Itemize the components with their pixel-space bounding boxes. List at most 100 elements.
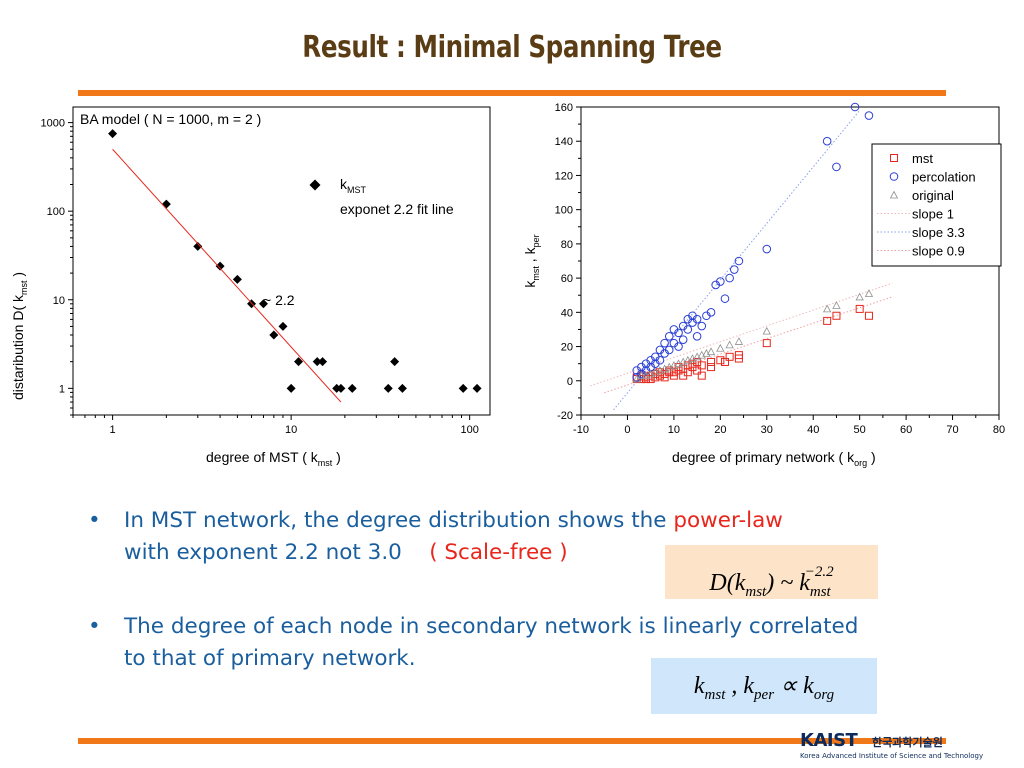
y-tick-label: 140 [555, 136, 573, 148]
data-point [232, 274, 242, 284]
legend-label-fit: exponet 2.2 fit line [340, 201, 454, 217]
data-point-percolation [674, 328, 683, 338]
bullet-item-power-law: • In MST network, the degree distributio… [88, 505, 928, 569]
y-axis-label: kmst , kper [522, 234, 541, 287]
legend-label-original: original [912, 188, 954, 203]
data-point-mst [697, 371, 706, 380]
legend-marker-kmst [309, 179, 321, 191]
data-point-original [855, 292, 864, 301]
bullet-text: The degree of each node in secondary net… [124, 614, 859, 671]
data-point-original [762, 326, 771, 335]
data-point-percolation [729, 265, 739, 274]
data-point-original [832, 301, 841, 309]
legend-label-slope-3-3: slope 3.3 [912, 225, 965, 240]
slide-title: Result : Minimal Spanning Tree [302, 30, 722, 65]
y-tick-label: 120 [555, 170, 573, 182]
power-law-formula: D(kmst) ~ kmst−2.2 [665, 545, 878, 600]
data-point-percolation [706, 308, 716, 317]
data-point [215, 261, 225, 271]
data-point [390, 357, 400, 367]
data-point-percolation [664, 331, 674, 341]
logo-english-name: Korea Advanced Institute of Science and … [800, 752, 984, 760]
data-point-mst [832, 311, 841, 320]
x-tick-label: 0 [624, 424, 630, 436]
data-point [312, 357, 322, 367]
y-tick-label: 60 [561, 273, 573, 285]
data-point-mst [823, 316, 832, 325]
data-point [383, 383, 393, 393]
data-point-percolation [734, 256, 744, 266]
x-tick-label: 40 [807, 424, 819, 436]
data-point-mst [693, 366, 702, 375]
series-line-slope-1 [590, 282, 893, 387]
data-point [161, 199, 171, 209]
legend-label-percolation: percolation [912, 170, 976, 185]
data-point [258, 299, 268, 309]
data-point [278, 321, 288, 331]
fit-line [112, 148, 342, 403]
x-axis-label: degree of MST ( kmst ) [206, 449, 341, 468]
data-point-original [706, 347, 716, 356]
data-point-percolation [674, 342, 683, 351]
data-point-mst [674, 363, 683, 372]
y-tick-label: 40 [561, 307, 573, 319]
top-divider [78, 90, 946, 96]
x-tick-label: -10 [573, 424, 589, 436]
data-point-mst [864, 311, 873, 320]
data-point-mst [688, 359, 697, 368]
secondary-vs-primary-degree-chart: -10 0 10 20 30 40 50 60 70 80 -20 0 20 40 60 80 100 120 14… [522, 102, 1005, 468]
data-point-percolation [678, 335, 688, 345]
kaist-logo: KAIST 한국과학기술원 Korea Advanced Institute o… [800, 728, 1000, 764]
bullet-item-linear-correlation: • The degree of each node in secondary n… [88, 611, 928, 675]
data-point-original [716, 343, 725, 352]
data-point-mst [665, 366, 674, 375]
data-point-mst [683, 361, 692, 370]
data-point-percolation [697, 321, 707, 331]
legend-label-mst: mst [912, 151, 933, 166]
data-point-original [637, 371, 646, 380]
data-point [193, 241, 203, 251]
legend-label-kmst: kMST [340, 176, 367, 195]
x-tick-label: 80 [993, 424, 1005, 436]
x-axis-label: degree of primary network ( korg ) [672, 449, 876, 468]
data-point-original [725, 340, 734, 349]
data-point [336, 383, 346, 393]
x-tick-label: 10 [668, 424, 680, 436]
x-tick-label: 1 [110, 424, 116, 436]
legend-marker-mst [890, 154, 898, 162]
y-tick-label: 80 [561, 239, 573, 251]
x-tick-label: 70 [946, 424, 958, 436]
data-point-mst [646, 371, 655, 380]
bottom-divider [78, 738, 946, 744]
bullet-list: • In MST network, the degree distributio… [88, 505, 928, 705]
y-tick-label: 1000 [41, 118, 65, 130]
x-tick-label: 30 [761, 424, 773, 436]
logo-korean-name: 한국과학기술원 [872, 736, 943, 749]
data-point [397, 383, 407, 393]
data-point [347, 383, 357, 393]
y-tick-label: 0 [567, 376, 573, 388]
legend-label-slope-0-9: slope 0.9 [912, 244, 965, 259]
data-point-original [864, 289, 874, 297]
data-point-percolation [664, 345, 674, 355]
data-point-percolation [720, 294, 730, 303]
bullet-text: In MST network, the degree distribution … [124, 508, 674, 533]
data-point [294, 357, 304, 367]
data-point-percolation [692, 331, 702, 341]
y-tick-label: -20 [557, 410, 573, 422]
highlight-scale-free: ( Scale-free ) [429, 540, 568, 565]
data-point [108, 129, 118, 139]
y-tick-label: 100 [47, 206, 65, 218]
legend-marker-original [889, 190, 899, 199]
mst-degree-distribution-chart: 1 10 100 1 10 100 1000 BA model ( N = 1000, m … [10, 106, 491, 468]
data-point-original [822, 304, 832, 313]
x-tick-label: 100 [460, 424, 478, 436]
logo-wordmark: KAIST [800, 730, 858, 751]
legend: mst percolation original slope 1 slope 3.3 sl… [871, 143, 1002, 267]
bullet-text: with exponent 2.2 not 3.0 [124, 540, 402, 565]
data-point [269, 330, 279, 340]
x-tick-label: 50 [854, 424, 866, 436]
x-tick-label: 60 [900, 424, 912, 436]
bullet-dot-icon: • [88, 614, 101, 639]
data-point [286, 383, 296, 393]
